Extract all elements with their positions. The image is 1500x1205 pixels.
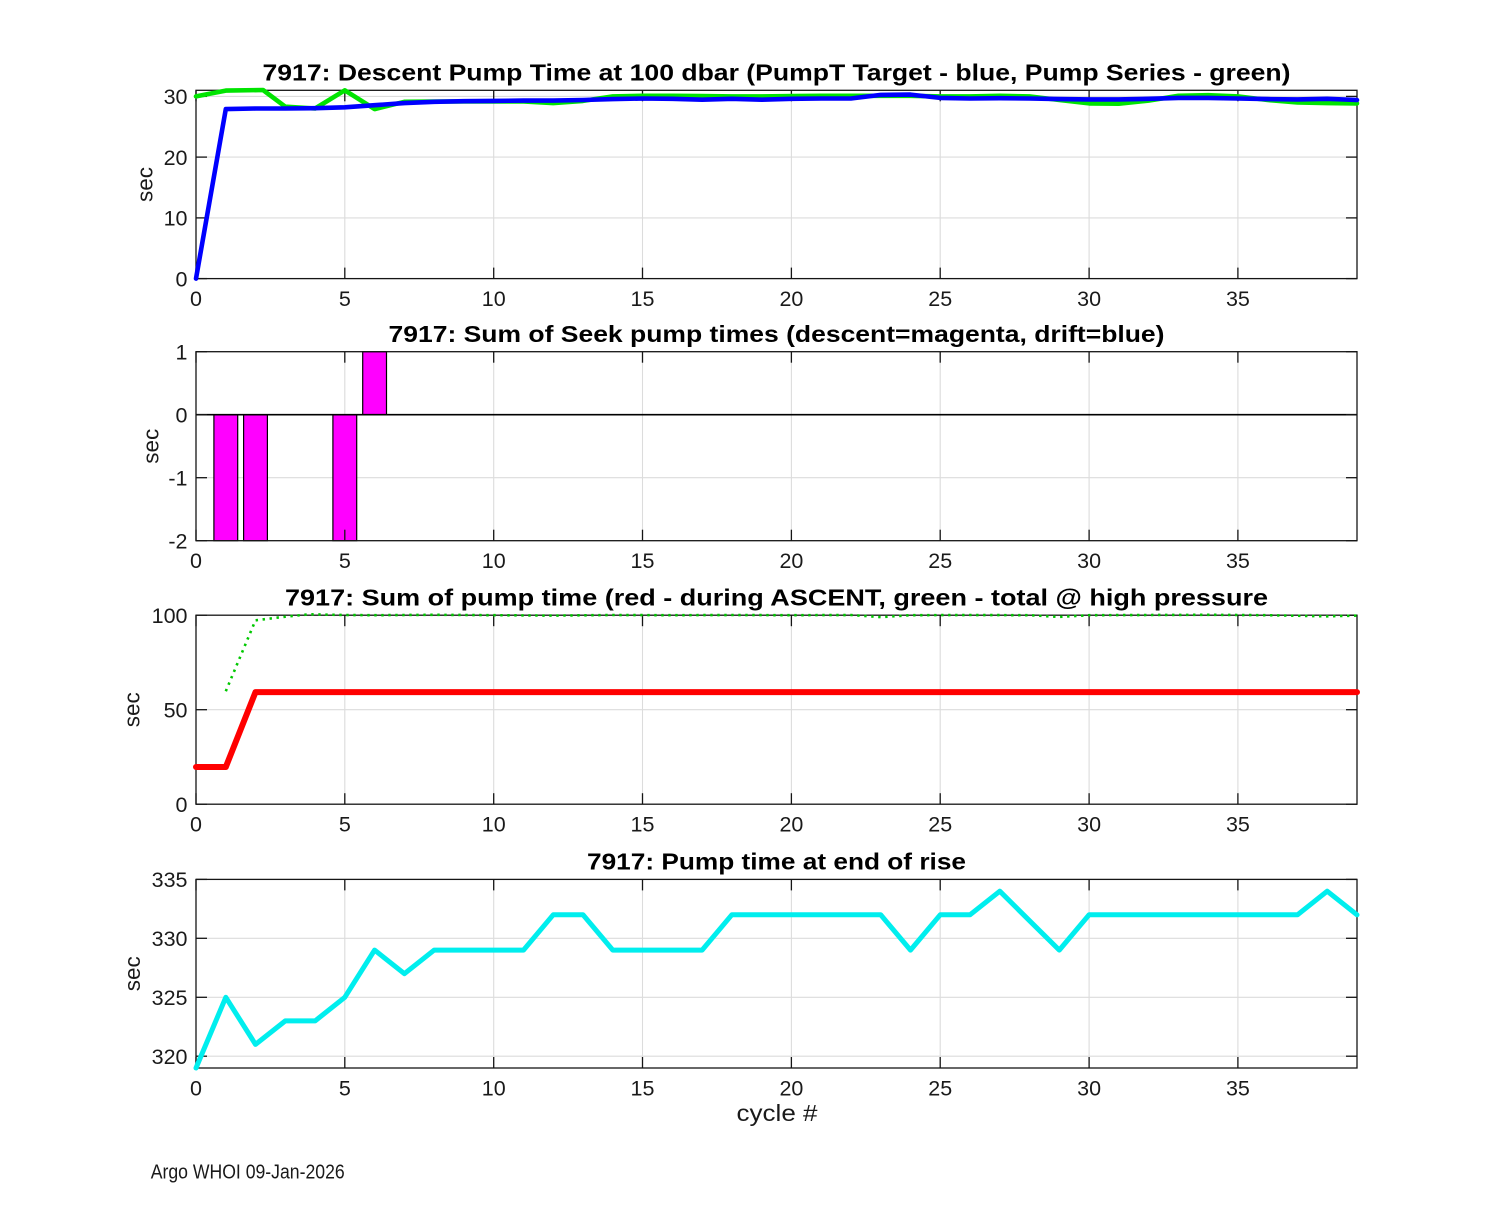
svg-text:sec: sec [132, 167, 157, 202]
svg-text:10: 10 [482, 287, 506, 311]
svg-text:25: 25 [928, 813, 952, 837]
svg-text:cycle #: cycle # [737, 1100, 818, 1126]
svg-text:5: 5 [339, 287, 351, 311]
svg-text:5: 5 [339, 1077, 351, 1101]
svg-text:5: 5 [339, 549, 351, 573]
svg-text:10: 10 [482, 813, 506, 837]
svg-text:25: 25 [928, 287, 952, 311]
svg-text:0: 0 [190, 287, 202, 311]
svg-text:30: 30 [1077, 549, 1101, 573]
svg-text:30: 30 [164, 85, 188, 109]
svg-text:20: 20 [779, 549, 803, 573]
svg-text:7917: Sum of pump time (red -: 7917: Sum of pump time (red - during ASC… [285, 584, 1268, 610]
svg-text:325: 325 [152, 986, 188, 1010]
svg-text:330: 330 [152, 927, 188, 951]
svg-text:100: 100 [152, 604, 188, 628]
svg-text:0: 0 [190, 1077, 202, 1101]
svg-text:15: 15 [631, 549, 655, 573]
svg-text:10: 10 [482, 1077, 506, 1101]
svg-text:20: 20 [779, 813, 803, 837]
svg-text:7917: Pump time at end of rise: 7917: Pump time at end of rise [587, 849, 966, 875]
svg-text:10: 10 [164, 207, 188, 231]
svg-text:30: 30 [1077, 287, 1101, 311]
svg-text:35: 35 [1226, 549, 1250, 573]
svg-text:0: 0 [190, 549, 202, 573]
svg-text:320: 320 [152, 1045, 188, 1069]
svg-text:15: 15 [631, 1077, 655, 1101]
svg-text:10: 10 [482, 549, 506, 573]
svg-text:15: 15 [631, 813, 655, 837]
svg-text:35: 35 [1226, 813, 1250, 837]
svg-text:-2: -2 [168, 530, 187, 554]
svg-text:7917: Descent Pump Time at 100: 7917: Descent Pump Time at 100 dbar (Pum… [263, 60, 1291, 86]
svg-text:0: 0 [176, 404, 188, 428]
svg-text:sec: sec [138, 429, 163, 464]
svg-text:30: 30 [1077, 1077, 1101, 1101]
svg-text:335: 335 [152, 868, 188, 892]
svg-text:50: 50 [164, 699, 188, 723]
svg-text:20: 20 [164, 146, 188, 170]
svg-text:sec: sec [120, 692, 145, 727]
svg-text:7917: Sum of Seek pump times (: 7917: Sum of Seek pump times (descent=ma… [389, 321, 1165, 347]
svg-text:25: 25 [928, 549, 952, 573]
svg-text:-1: -1 [168, 467, 187, 491]
svg-text:20: 20 [779, 1077, 803, 1101]
svg-text:Argo WHOI 09-Jan-2026: Argo WHOI 09-Jan-2026 [151, 1162, 345, 1184]
svg-text:0: 0 [176, 793, 188, 817]
svg-text:0: 0 [176, 267, 188, 291]
svg-text:15: 15 [631, 287, 655, 311]
svg-text:sec: sec [120, 956, 145, 991]
svg-text:35: 35 [1226, 1077, 1250, 1101]
svg-text:0: 0 [190, 813, 202, 837]
svg-text:20: 20 [779, 287, 803, 311]
svg-text:25: 25 [928, 1077, 952, 1101]
svg-text:1: 1 [176, 341, 188, 365]
svg-text:30: 30 [1077, 813, 1101, 837]
svg-text:5: 5 [339, 813, 351, 837]
svg-text:35: 35 [1226, 287, 1250, 311]
